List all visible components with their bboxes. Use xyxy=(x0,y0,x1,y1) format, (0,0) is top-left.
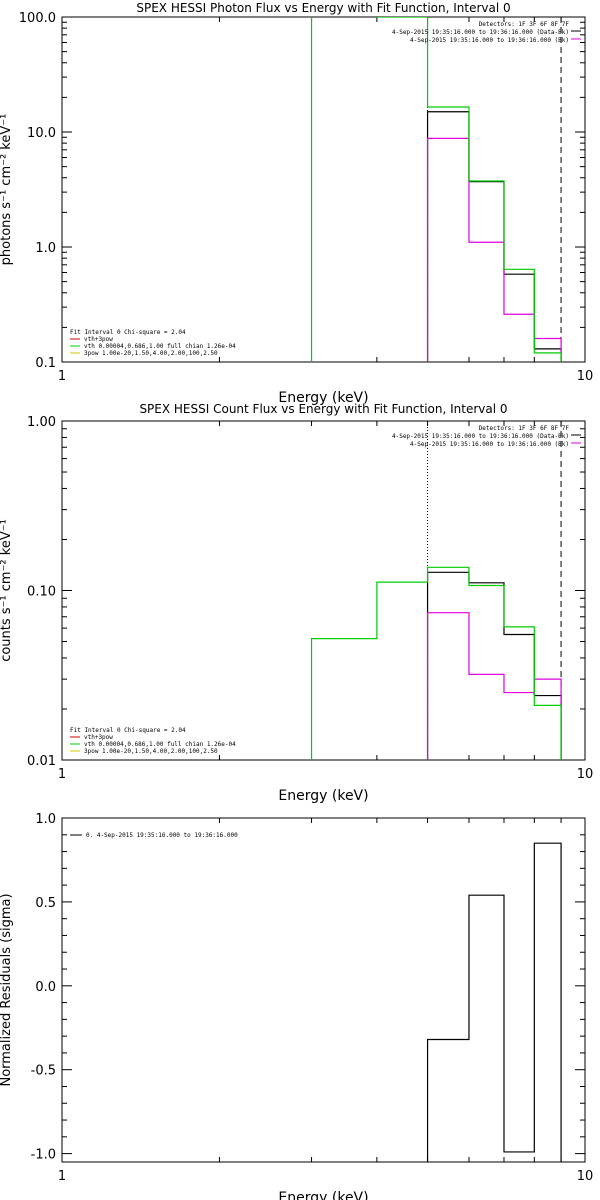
info-line: 4-Sep-2015 19:35:16.000 to 19:36:16.000 … xyxy=(410,37,569,44)
series-line-0 xyxy=(426,842,562,1162)
x-tick-label: 10 xyxy=(577,369,594,384)
y-axis-label: Normalized Residuals (sigma) xyxy=(0,893,14,1086)
y-axis-label: photons s⁻¹ cm⁻² keV⁻¹ xyxy=(0,114,14,266)
y-axis: 0.1 1.0 10.0 100.0 photons s⁻¹ cm⁻² keV⁻¹ xyxy=(0,11,585,371)
y-tick-label: 0.1 xyxy=(35,356,56,371)
legend-label: vth+3pow xyxy=(84,336,113,343)
chart-title: SPEX HESSI Count Flux vs Energy with Fit… xyxy=(139,402,507,416)
legend-label: 3pow 1.00e-20,1.50,4.00,2.00,100,2.50 xyxy=(84,748,218,755)
legend-label: vth+3pow xyxy=(84,734,113,741)
plot-frame xyxy=(61,16,586,363)
series-line-vth xyxy=(310,566,562,760)
info-line: 4-Sep-2015 19:35:16.000 to 19:36:16.000 … xyxy=(410,441,569,448)
chart-panel-3: 1 10 Energy (keV) -1.0 -0.5 0.0 0.5 1.0 Normaliz… xyxy=(0,812,593,1200)
info-line: Detectors: 1F 3F 6F 8F 7F xyxy=(479,425,570,432)
x-tick-label: 1 xyxy=(58,767,66,782)
x-axis-label: Energy (keV) xyxy=(278,1190,368,1200)
legend-label: 3pow 1.00e-20,1.50,4.00,2.00,100,2.50 xyxy=(84,350,218,357)
y-tick-label: 100.0 xyxy=(19,11,56,26)
y-tick-label: 10.0 xyxy=(27,126,56,141)
y-tick-label: -0.5 xyxy=(31,1064,56,1079)
info-line: 4-Sep-2015 19:35:16.000 to 19:36:16.000 … xyxy=(392,29,569,36)
chart-title: SPEX HESSI Photon Flux vs Energy with Fi… xyxy=(136,1,510,15)
x-tick-label: 1 xyxy=(58,1169,66,1184)
x-tick-label: 1 xyxy=(58,369,66,384)
y-tick-label: 0.0 xyxy=(35,980,56,995)
x-tick-label: 10 xyxy=(577,767,594,782)
y-tick-label: 0.01 xyxy=(27,754,56,769)
info-line: Detectors: 1F 3F 6F 8F 7F xyxy=(479,21,570,28)
series-group xyxy=(310,566,562,760)
fit-legend: Fit Interval 0 Chi-square = 2.04vth+3pow… xyxy=(70,329,236,357)
x-axis-label: Energy (keV) xyxy=(278,788,368,804)
series-line-data-bk xyxy=(426,571,562,760)
y-tick-label: 1.0 xyxy=(35,241,56,256)
x-axis: 1 10 Energy (keV) xyxy=(58,818,593,1200)
y-axis-label: counts s⁻¹ cm⁻² keV⁻¹ xyxy=(0,519,14,662)
legend-label: Fit Interval 0 Chi-square = 2.04 xyxy=(70,727,186,734)
series-line-bk xyxy=(426,137,562,362)
legend-label: Fit Interval 0 Chi-square = 2.04 xyxy=(70,329,186,336)
y-tick-label: -1.0 xyxy=(31,1148,56,1163)
series-group xyxy=(310,17,562,362)
legend-label: 0. 4-Sep-2015 19:35:16.000 to 19:36:16.0… xyxy=(86,832,238,839)
x-axis-label: Energy (keV) xyxy=(278,390,368,406)
info-block: Detectors: 1F 3F 6F 8F 7F4-Sep-2015 19:3… xyxy=(392,425,581,448)
series-line-data-bk xyxy=(426,111,562,362)
y-tick-label: 1.00 xyxy=(27,415,56,430)
residual-legend: 0. 4-Sep-2015 19:35:16.000 to 19:36:16.0… xyxy=(70,832,238,839)
chart-panel-2: SPEX HESSI Count Flux vs Energy with Fit… xyxy=(0,402,593,804)
y-axis: 0.01 0.10 1.00 counts s⁻¹ cm⁻² keV⁻¹ xyxy=(0,415,585,769)
series-group xyxy=(426,842,562,1162)
y-tick-label: 0.10 xyxy=(27,585,56,600)
y-axis: -1.0 -0.5 0.0 0.5 1.0 Normalized Residuals (s… xyxy=(0,812,585,1163)
fit-legend: Fit Interval 0 Chi-square = 2.04vth+3pow… xyxy=(70,727,236,755)
info-block: Detectors: 1F 3F 6F 8F 7F4-Sep-2015 19:3… xyxy=(392,21,581,44)
legend-label: vth 0.00004,0.686,1.00 full chian 1.26e-… xyxy=(84,343,236,350)
plot-frame xyxy=(61,817,586,1163)
y-tick-label: 0.5 xyxy=(35,896,56,911)
legend-label: vth 0.00004,0.686,1.00 full chian 1.26e-… xyxy=(84,741,236,748)
series-line-vth xyxy=(310,17,562,362)
plot-frame xyxy=(61,420,586,761)
y-tick-label: 1.0 xyxy=(35,812,56,827)
info-line: 4-Sep-2015 19:35:16.000 to 19:36:16.000 … xyxy=(392,433,569,440)
series-line-bk xyxy=(426,612,562,760)
chart-panel-1: SPEX HESSI Photon Flux vs Energy with Fi… xyxy=(0,1,594,406)
x-tick-label: 10 xyxy=(577,1169,594,1184)
